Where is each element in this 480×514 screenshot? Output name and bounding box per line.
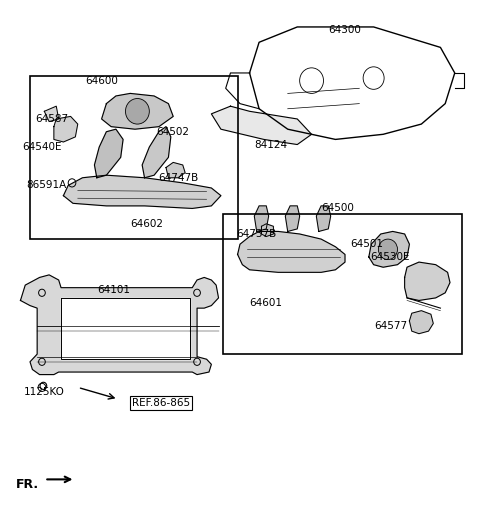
- Polygon shape: [369, 231, 409, 267]
- Text: 64101: 64101: [97, 285, 130, 295]
- Polygon shape: [211, 106, 312, 144]
- Polygon shape: [316, 206, 331, 231]
- Text: 86591A: 86591A: [26, 180, 67, 190]
- Polygon shape: [166, 162, 185, 178]
- Text: 64737B: 64737B: [237, 229, 277, 239]
- Text: 1125KO: 1125KO: [24, 388, 65, 397]
- Polygon shape: [21, 275, 218, 375]
- Circle shape: [378, 239, 397, 260]
- Text: 64600: 64600: [85, 76, 118, 86]
- Text: 64300: 64300: [328, 25, 361, 34]
- Polygon shape: [142, 126, 171, 178]
- Text: REF.86-865: REF.86-865: [132, 398, 191, 408]
- Polygon shape: [102, 94, 173, 129]
- Polygon shape: [254, 206, 269, 231]
- Polygon shape: [63, 175, 221, 209]
- Polygon shape: [95, 129, 123, 178]
- Circle shape: [125, 99, 149, 124]
- Polygon shape: [61, 298, 190, 359]
- Text: 64601: 64601: [250, 298, 283, 308]
- Polygon shape: [238, 231, 345, 272]
- Text: 64501: 64501: [350, 239, 383, 249]
- Polygon shape: [285, 206, 300, 231]
- Text: 64500: 64500: [322, 204, 354, 213]
- Text: 64747B: 64747B: [158, 173, 198, 183]
- Text: 84124: 84124: [254, 139, 288, 150]
- Text: 64540E: 64540E: [22, 142, 62, 152]
- Text: 64602: 64602: [131, 219, 164, 229]
- Polygon shape: [405, 262, 450, 301]
- Text: 64502: 64502: [156, 127, 190, 137]
- Polygon shape: [262, 224, 274, 236]
- Text: 64530E: 64530E: [371, 252, 410, 262]
- Text: 64587: 64587: [35, 114, 68, 124]
- Text: 64577: 64577: [374, 321, 407, 331]
- Polygon shape: [409, 310, 433, 334]
- Text: FR.: FR.: [16, 478, 39, 491]
- Polygon shape: [54, 116, 78, 142]
- Polygon shape: [44, 106, 59, 121]
